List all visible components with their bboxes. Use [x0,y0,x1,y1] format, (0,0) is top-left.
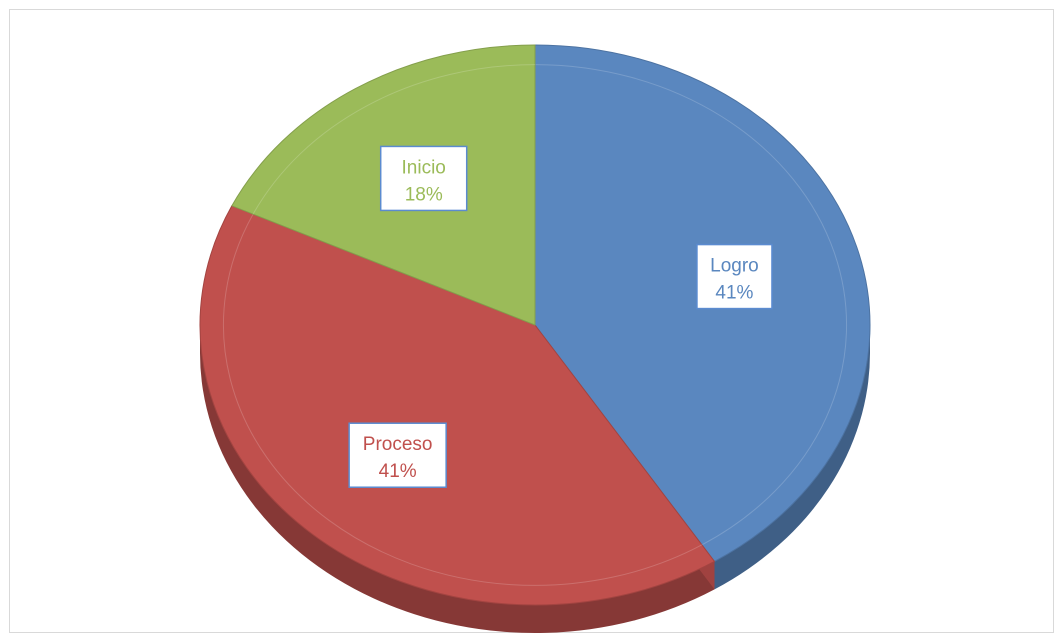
pie-side-logro [714,325,870,590]
data-label-box [696,243,773,310]
pie-rim-inicio [252,64,536,215]
data-label-percent: 18% [405,184,443,205]
data-label-proceso: Proceso 41% [348,422,447,488]
data-label-box [348,422,447,488]
pie-rim-logro [534,64,847,546]
data-label-percent: 41% [379,461,417,482]
data-label-category: Inicio [402,157,446,178]
data-label-box [379,145,468,212]
pie-slice-proceso [199,205,716,606]
data-label-percent: 41% [715,283,753,304]
data-label-category: Logro [710,256,759,277]
data-label-category: Proceso [363,434,433,455]
data-label-logro: Logro 41% [696,243,773,310]
pie-side-proceso [200,325,715,633]
data-label-inicio: Inicio 18% [379,145,468,212]
pie-rim-proceso [223,213,703,586]
